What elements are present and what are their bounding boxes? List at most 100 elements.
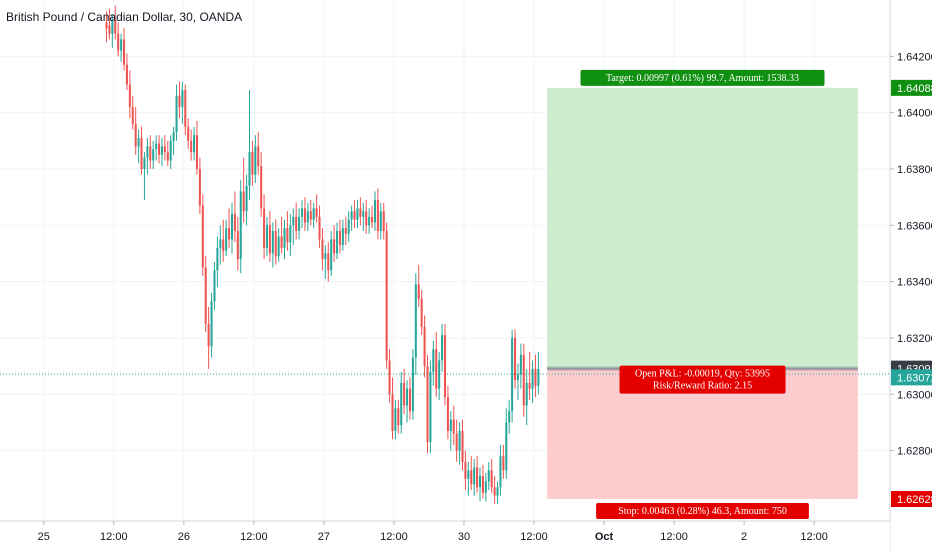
candle-body [391, 394, 394, 431]
candle-body [108, 25, 111, 34]
candle-body [230, 214, 234, 240]
candle-body [292, 216, 295, 226]
candle-body [321, 239, 324, 260]
candle-body [248, 152, 251, 186]
candle-body [473, 467, 476, 485]
candle-body [117, 33, 120, 51]
time-axis-label: 12:00 [800, 531, 828, 543]
candle-body [511, 337, 514, 412]
candle-body [289, 225, 292, 243]
candle-body [152, 149, 155, 161]
candle-body [455, 433, 458, 451]
candle-body [277, 236, 280, 257]
candle-body [245, 185, 248, 212]
candle-body [175, 95, 178, 133]
time-axis-label: 12:00 [380, 531, 408, 543]
candle-body [114, 19, 117, 34]
candle-body [286, 228, 289, 243]
price-axis-label: 1.64200 [897, 51, 932, 63]
candle-body [303, 208, 306, 223]
stop-label-bg [596, 503, 809, 520]
candle-body [525, 383, 528, 406]
candle-body [464, 461, 467, 479]
candle-body [432, 349, 435, 372]
candle-body [128, 84, 131, 108]
candle-body [508, 411, 511, 423]
target-label-text: Target: 0.00997 (0.61%) 99.7, Amount: 15… [606, 73, 799, 84]
candle-body [268, 225, 271, 254]
candle-body [429, 371, 432, 443]
candle-body [341, 228, 344, 246]
candle-body [158, 143, 161, 155]
stop-price-tag: 1.62628 [897, 494, 932, 506]
target-zone [547, 87, 858, 369]
time-axis-label: Oct [595, 531, 614, 543]
candle-body [280, 236, 283, 248]
price-axis-label: 1.62800 [897, 446, 932, 458]
pnl-label-bg [619, 365, 786, 394]
last-price-tag-bg [891, 369, 932, 386]
candle-body [312, 208, 315, 220]
price-axis-label: 1.63600 [897, 220, 932, 232]
candle-body [163, 146, 166, 153]
candle-body [338, 230, 341, 246]
candle-body [242, 191, 245, 212]
candle-body [505, 422, 508, 471]
candle-body [452, 419, 455, 434]
candle-body [260, 166, 263, 209]
time-axis-label: 12:00 [660, 531, 688, 543]
candle-body [476, 467, 479, 488]
candle-body [499, 456, 502, 488]
candle-body [449, 419, 452, 431]
candle-body [216, 247, 219, 271]
candle-body [350, 211, 353, 220]
candle-body [368, 216, 371, 226]
candle-body [534, 368, 537, 386]
candle-body [446, 397, 449, 431]
candle-body [330, 239, 333, 271]
candle-body [481, 475, 484, 493]
candle-body [274, 230, 277, 257]
candle-body [271, 230, 274, 254]
time-axis-label: 27 [318, 531, 330, 543]
price-axis-label: 1.63800 [897, 164, 932, 176]
time-axis-bg [0, 521, 890, 550]
time-axis-label: 26 [178, 531, 190, 543]
candle-body [111, 19, 114, 34]
time-axis-label: 12:00 [100, 531, 128, 543]
candle-body [406, 388, 409, 406]
candle-body [478, 475, 482, 488]
candle-body [327, 253, 330, 271]
candle-body [315, 208, 318, 217]
candle-body [201, 205, 204, 268]
candle-body [420, 298, 423, 327]
candle-body [502, 456, 505, 471]
candle-body [470, 470, 473, 485]
candle-body [403, 383, 406, 406]
candle-body [131, 107, 134, 124]
candle-body [265, 225, 269, 248]
candle-body [438, 360, 441, 389]
candle-body [487, 470, 490, 482]
candle-body [408, 388, 412, 412]
candle-body [105, 22, 108, 29]
time-axis-label: 12:00 [520, 531, 548, 543]
candle-body [353, 211, 356, 220]
candle-body [356, 208, 359, 220]
candle-body [379, 211, 382, 231]
candle-body [490, 470, 493, 488]
candle-body [155, 143, 158, 150]
candle-body [120, 39, 123, 51]
candle-body [359, 208, 362, 217]
candle-body [283, 228, 286, 248]
candle-body [443, 335, 447, 398]
candle-body [210, 301, 213, 347]
time-axis-label: 30 [458, 531, 470, 543]
candle-body [461, 430, 464, 462]
candle-body [400, 383, 403, 426]
chart-title: British Pound / Canadian Dollar, 30, OAN… [6, 10, 243, 24]
candle-body [233, 214, 236, 231]
price-axis-label: 1.63400 [897, 277, 932, 289]
